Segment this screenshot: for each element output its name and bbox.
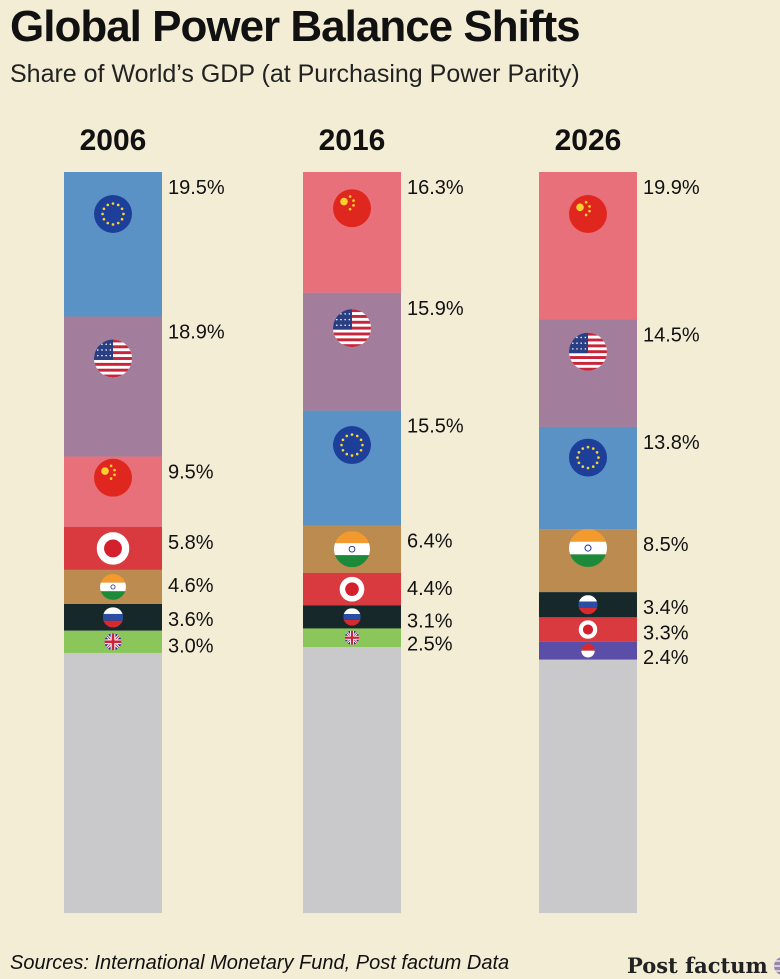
value-label-eu: 19.5% [168,177,225,199]
brand-logo-icon [773,956,780,975]
chart-title: Global Power Balance Shifts [10,2,581,51]
bar-column-2016: 2016 16.3% 15.9% 15.5% 6.4% 4.4% 3.1%2.5% [303,124,464,913]
india-flag-icon [333,531,371,568]
value-label-japan: 4.4% [407,578,453,600]
chart-subtitle: Share of World’s GDP (at Purchasing Powe… [10,60,580,88]
uk-flag-icon [104,633,122,651]
eu-flag-icon [333,426,371,465]
bar-segment-usa [64,316,162,457]
source-note: Sources: International Monetary Fund, Po… [10,952,510,974]
india-flag-icon [569,529,607,568]
value-label-china: 9.5% [168,462,214,484]
china-flag-icon [333,189,371,228]
india-flag-icon [100,574,126,600]
year-label: 2026 [555,124,622,157]
value-label-india: 4.6% [168,575,214,597]
year-label: 2016 [319,124,386,157]
japan-flag-icon [578,620,598,639]
value-label-russia: 3.6% [168,609,214,631]
japan-flag-icon [96,532,130,565]
russia-flag-icon [102,607,124,628]
brand-logo: Post factum [627,953,780,978]
eu-flag-icon [569,438,607,477]
value-label-eu: 15.5% [407,416,464,438]
russia-flag-icon [343,608,361,626]
value-label-russia: 3.4% [643,597,689,619]
bar-column-2006: 2006 19.5% 18.9% 9.5% 5.8% 4.6% 3.6% 3.0% [64,124,225,913]
value-label-china: 16.3% [407,177,464,199]
indonesia-flag-icon [581,643,595,658]
china-flag-icon [94,458,132,497]
year-label: 2006 [80,124,147,157]
japan-flag-icon [339,576,365,602]
bar-segment-china [539,172,637,320]
value-label-japan: 5.8% [168,532,214,554]
value-label-china: 19.9% [643,177,700,199]
value-label-uk: 3.0% [168,636,214,658]
value-label-japan: 3.3% [643,622,689,644]
value-label-india: 8.5% [643,534,689,556]
value-label-usa: 18.9% [168,321,225,343]
bar-segment-eu [64,172,162,317]
value-label-indonesia: 2.4% [643,647,689,669]
russia-flag-icon [578,595,598,615]
uk-flag-icon [344,630,360,645]
bar-column-2026: 2026 19.9% 14.5% 13.8% 8.5% 3.4% 3.3% 2.4% [539,124,700,913]
value-label-uk: 2.5% [407,633,453,655]
value-label-usa: 15.9% [407,298,464,320]
value-label-russia: 3.1% [407,610,453,632]
usa-flag-icon [569,332,607,371]
usa-flag-icon [333,309,371,348]
value-label-usa: 14.5% [643,324,700,346]
brand-name: Post factum [627,953,768,978]
value-label-eu: 13.8% [643,432,700,454]
china-flag-icon [569,195,607,233]
eu-flag-icon [94,195,132,233]
usa-flag-icon [94,339,132,378]
value-label-india: 6.4% [407,530,453,552]
